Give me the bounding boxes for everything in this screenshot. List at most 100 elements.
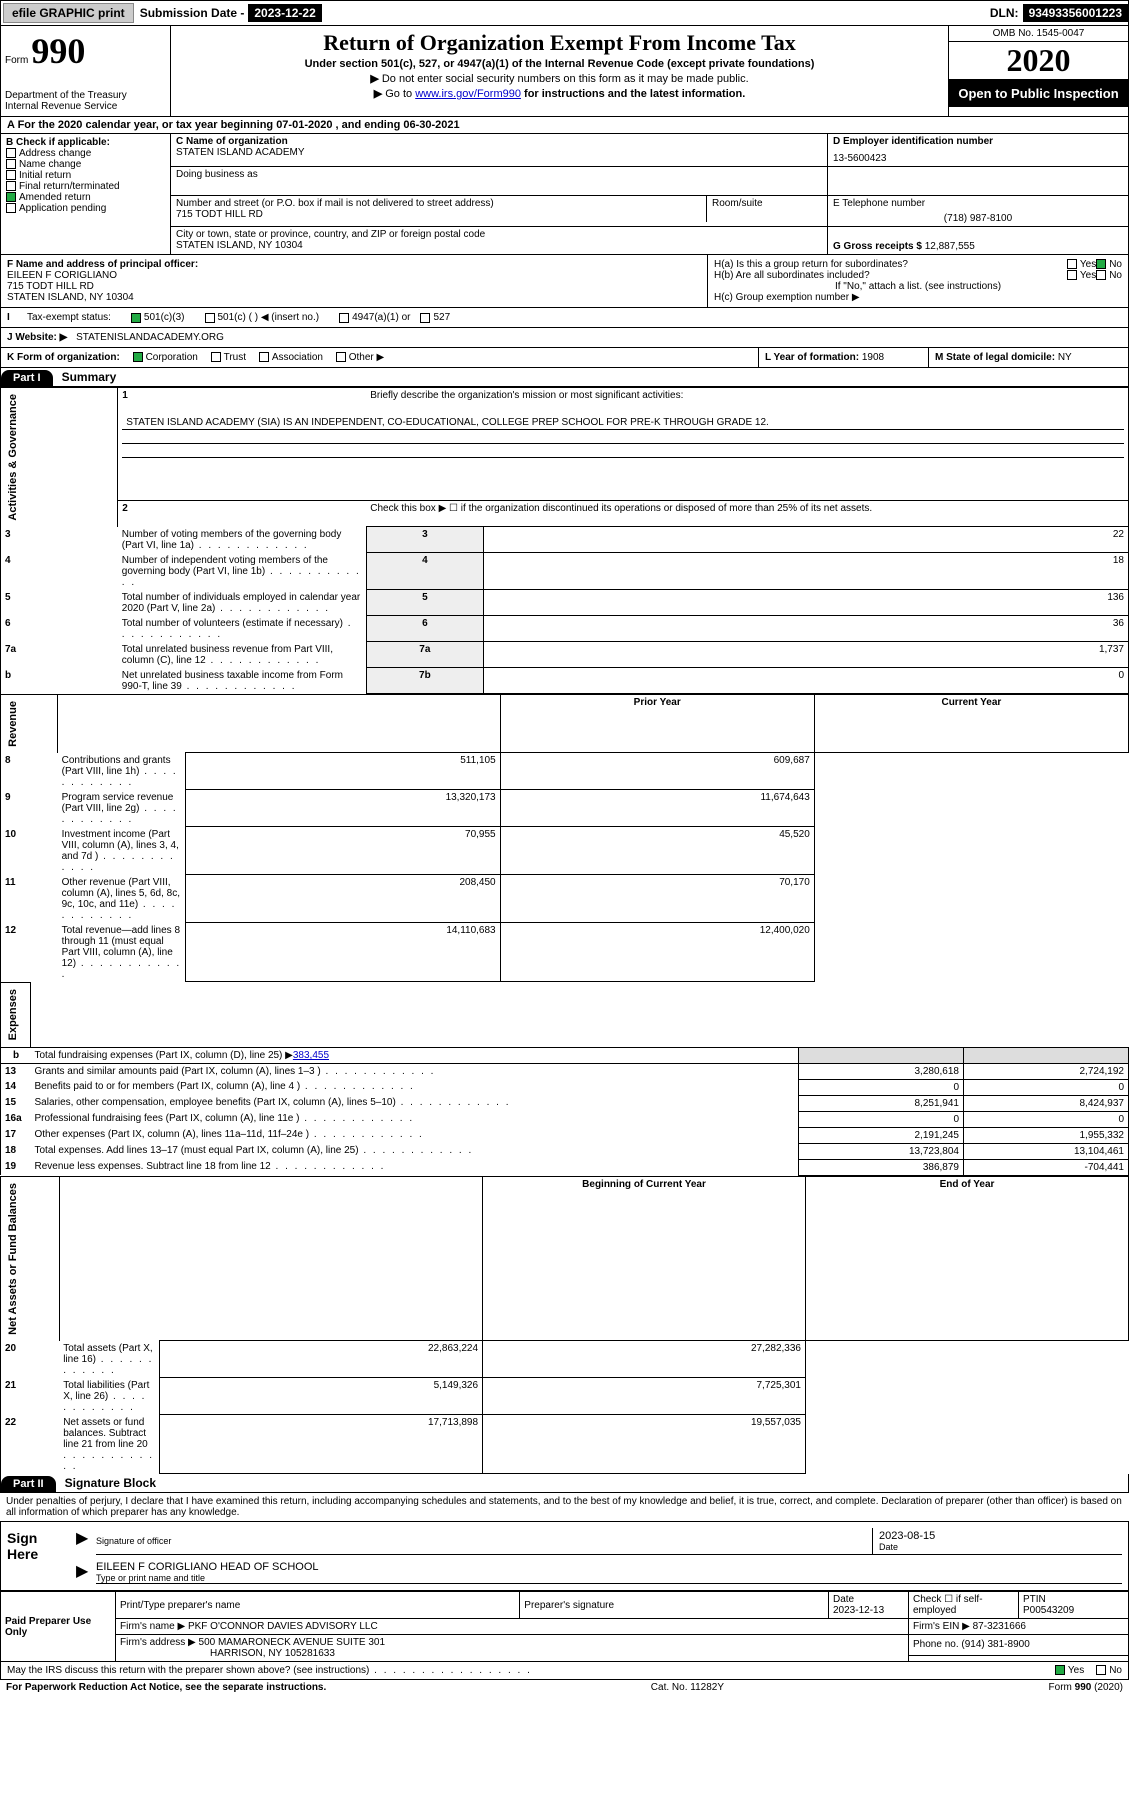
row-prior: 2,191,245 [799, 1127, 964, 1143]
phone-value: (718) 987-8100 [833, 213, 1123, 224]
gross-value: 12,887,555 [925, 241, 975, 252]
row-label: Net assets or fund balances. Subtract li… [59, 1415, 159, 1474]
sig-date-value: 2023-08-15 [879, 1530, 1116, 1542]
checkbox-trust[interactable] [211, 352, 221, 362]
q2-text: Check this box ▶ ☐ if the organization d… [366, 500, 1128, 526]
checkbox-hb-yes[interactable] [1067, 270, 1077, 280]
summary-row-num: 7b [366, 668, 483, 694]
summary-row-label: Number of independent voting members of … [118, 553, 366, 590]
row-current: 12,400,020 [500, 923, 814, 982]
checkbox-final-return[interactable] [6, 181, 16, 191]
instructions-link[interactable]: www.irs.gov/Form990 [415, 88, 521, 100]
form-header: Form 990 Department of the Treasury Inte… [0, 26, 1129, 117]
row-current: 19,557,035 [483, 1415, 806, 1474]
row-prior: 5,149,326 [160, 1378, 483, 1415]
checkbox-amended-return[interactable] [6, 192, 16, 202]
form-subtitle: Under section 501(c), 527, or 4947(a)(1)… [175, 58, 944, 70]
prep-sig-label: Preparer's signature [520, 1592, 829, 1619]
sig-officer-label: Signature of officer [96, 1528, 872, 1546]
row-prior: 386,879 [799, 1159, 964, 1175]
footer-notice: For Paperwork Reduction Act Notice, see … [6, 1682, 326, 1693]
dln-label: DLN: [986, 4, 1023, 22]
row-label: Revenue less expenses. Subtract line 18 … [31, 1159, 799, 1175]
checkbox-initial-return[interactable] [6, 170, 16, 180]
row-label: Investment income (Part VIII, column (A)… [58, 827, 186, 875]
prep-self-employed: Check ☐ if self-employed [909, 1592, 1019, 1619]
firm-addr1: 500 MAMARONECK AVENUE SUITE 301 [199, 1637, 386, 1648]
phone-label: E Telephone number [833, 198, 1123, 209]
checkbox-501c[interactable] [205, 313, 215, 323]
declaration-text: Under penalties of perjury, I declare th… [0, 1493, 1129, 1521]
row-label: Salaries, other compensation, employee b… [31, 1095, 799, 1111]
checkbox-application-pending[interactable] [6, 203, 16, 213]
checkbox-ha-yes[interactable] [1067, 259, 1077, 269]
address-value: 715 TODT HILL RD [176, 209, 701, 220]
ptin-value: P00543209 [1023, 1605, 1074, 1616]
checkbox-4947[interactable] [339, 313, 349, 323]
row-label: Total revenue—add lines 8 through 11 (mu… [58, 923, 186, 982]
sidebar-activities: Activities & Governance [5, 390, 21, 525]
part1-label: Part I [1, 370, 53, 386]
tax-year: 2020 [949, 42, 1128, 80]
summary-row-label: Total unrelated business revenue from Pa… [118, 642, 366, 668]
city-value: STATEN ISLAND, NY 10304 [176, 240, 822, 251]
line-b-value[interactable]: 383,455 [293, 1050, 329, 1061]
row-label: Grants and similar amounts paid (Part IX… [31, 1063, 799, 1079]
header-line1: Do not enter social security numbers on … [382, 73, 749, 85]
row-current: 0 [964, 1079, 1129, 1095]
checkbox-address-change[interactable] [6, 148, 16, 158]
row-label: Total expenses. Add lines 13–17 (must eq… [31, 1143, 799, 1159]
checkbox-ha-no[interactable] [1096, 259, 1106, 269]
row-label: Benefits paid to or for members (Part IX… [31, 1079, 799, 1095]
year-formation-label: L Year of formation: [765, 352, 862, 363]
row-prior: 70,955 [186, 827, 500, 875]
org-name-label: C Name of organization [176, 136, 822, 147]
summary-table: Activities & Governance 1 Briefly descri… [0, 387, 1129, 694]
checkbox-association[interactable] [259, 352, 269, 362]
checkbox-501c3[interactable] [131, 313, 141, 323]
footer-cat: Cat. No. 11282Y [651, 1682, 724, 1693]
row-label: Contributions and grants (Part VIII, lin… [58, 753, 186, 790]
summary-row-num: 7a [366, 642, 483, 668]
prep-date-value: 2023-12-13 [833, 1605, 884, 1616]
checkbox-527[interactable] [420, 313, 430, 323]
header-line2-pre: Go to [385, 88, 415, 100]
summary-row-value: 0 [483, 668, 1128, 694]
q1-label: Briefly describe the organization's miss… [366, 388, 1128, 414]
row-label: Other expenses (Part IX, column (A), lin… [31, 1127, 799, 1143]
gross-label: G Gross receipts $ [833, 241, 925, 252]
form-title: Return of Organization Exempt From Incom… [175, 30, 944, 56]
row-current: 13,104,461 [964, 1143, 1129, 1159]
efile-print-button[interactable]: efile GRAPHIC print [3, 3, 134, 23]
checkbox-hb-no[interactable] [1096, 270, 1106, 280]
open-public-badge: Open to Public Inspection [949, 80, 1128, 107]
summary-row-value: 36 [483, 616, 1128, 642]
sidebar-revenue: Revenue [5, 697, 21, 751]
summary-row-label: Net unrelated business taxable income fr… [118, 668, 366, 694]
hdr-begin-year: Beginning of Current Year [483, 1176, 806, 1340]
firm-addr2: HARRISON, NY 105281633 [210, 1648, 335, 1659]
row-prior: 8,251,941 [799, 1095, 964, 1111]
summary-row-label: Total number of individuals employed in … [118, 590, 366, 616]
checkbox-corporation[interactable] [133, 352, 143, 362]
row-prior: 17,713,898 [160, 1415, 483, 1474]
officer-name: EILEEN F CORIGLIANO HEAD OF SCHOOL [96, 1561, 1122, 1573]
row-current: -704,441 [964, 1159, 1129, 1175]
row-prior: 3,280,618 [799, 1063, 964, 1079]
checkbox-other[interactable] [336, 352, 346, 362]
form-number: 990 [31, 31, 85, 71]
summary-row-value: 22 [483, 527, 1128, 553]
checkbox-name-change[interactable] [6, 159, 16, 169]
summary-row-num: 5 [366, 590, 483, 616]
firm-ein: 87-3231666 [973, 1621, 1026, 1632]
part1-title: Summary [62, 370, 117, 384]
row-label: Total assets (Part X, line 16) [59, 1341, 159, 1378]
row-current: 2,724,192 [964, 1063, 1129, 1079]
checkbox-discuss-no[interactable] [1096, 1665, 1106, 1675]
sidebar-expenses: Expenses [5, 985, 21, 1044]
summary-row-value: 136 [483, 590, 1128, 616]
checkbox-discuss-yes[interactable] [1055, 1665, 1065, 1675]
line-b-label: Total fundraising expenses (Part IX, col… [35, 1050, 293, 1061]
paid-preparer-label: Paid Preparer Use Only [1, 1592, 116, 1662]
row-current: 27,282,336 [483, 1341, 806, 1378]
